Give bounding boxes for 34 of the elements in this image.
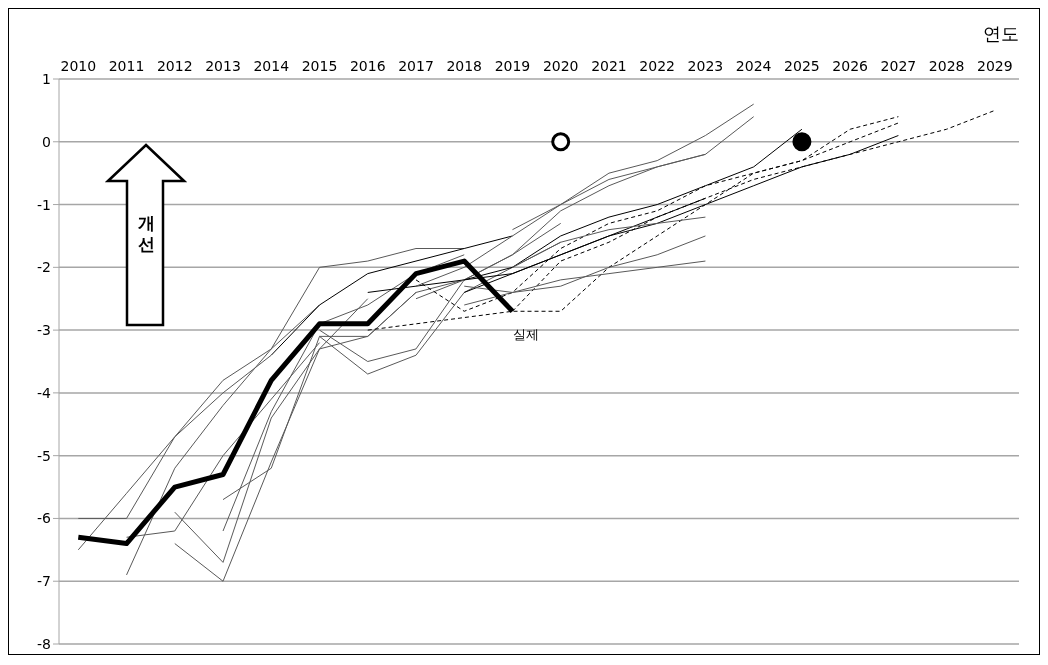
arrow: 개선 [105, 143, 187, 327]
annotation: 개선 [136, 213, 156, 255]
x-tick-label: 2023 [687, 58, 724, 74]
x-tick-label: 2027 [880, 58, 917, 74]
x-tick-label: 2020 [542, 58, 579, 74]
x-tick-label: 2016 [349, 58, 386, 74]
x-tick-label: 2012 [156, 58, 193, 74]
x-tick-label: 2028 [928, 58, 965, 74]
series-label: 실제 [513, 327, 540, 343]
x-tick-label: 2019 [494, 58, 531, 74]
y-tick-label: 1 [42, 70, 51, 87]
x-tick-label: 2018 [446, 58, 483, 74]
y-tick-label: 0 [42, 133, 51, 150]
y-tick-label: -6 [37, 510, 52, 527]
x-tick-label: 2022 [639, 58, 676, 74]
y-tick-label: -7 [37, 573, 51, 590]
x-tick-label: 2026 [832, 58, 869, 74]
y-tick-label: -2 [37, 259, 51, 276]
x-tick-label: 2017 [398, 58, 434, 74]
y-tick-label: -8 [37, 635, 51, 652]
x-tick-label: 2025 [784, 58, 820, 74]
y-tick-label: -3 [37, 322, 51, 339]
x-tick-label: 2021 [591, 58, 627, 74]
y-tick-label: -5 [37, 447, 51, 464]
x-tick-label: 2011 [108, 58, 145, 74]
x-axis-title: 연도 [983, 22, 1019, 44]
x-tick-label: 2024 [735, 58, 772, 74]
x-tick-label: 2013 [205, 58, 241, 74]
y-tick-label: -4 [37, 384, 52, 401]
x-tick-label: 2010 [60, 58, 97, 74]
x-tick-label: 2029 [977, 58, 1013, 74]
y-tick-label: -1 [37, 196, 51, 213]
x-tick-label: 2015 [301, 58, 338, 74]
x-tick-label: 2014 [253, 58, 290, 74]
